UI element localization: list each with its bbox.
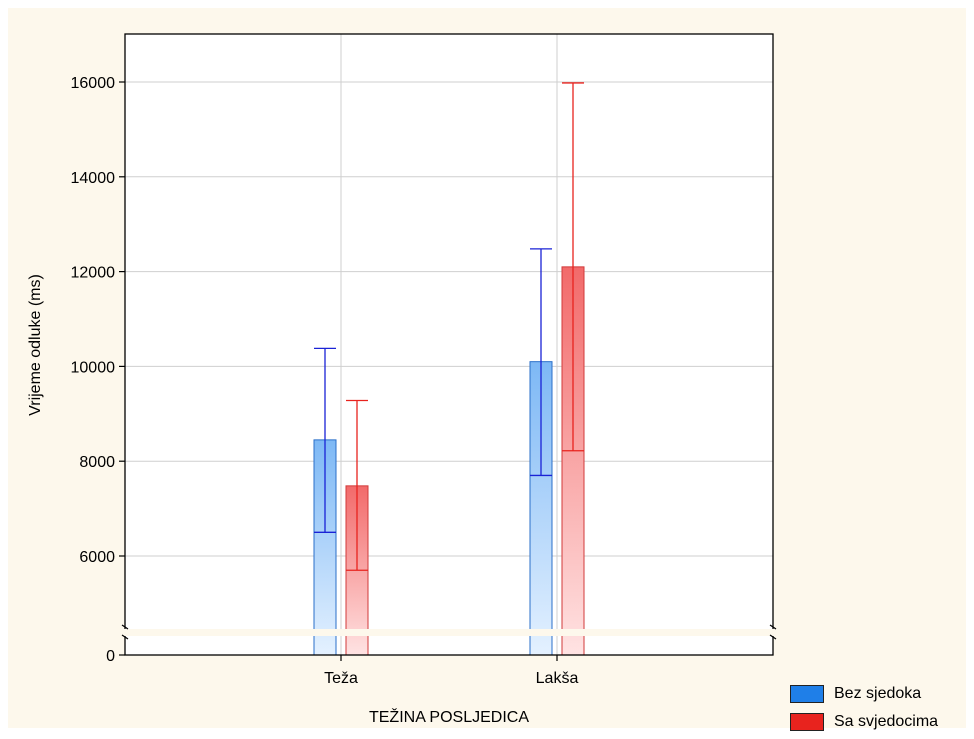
legend-item-bez-sjedoka: Bez sjedoka xyxy=(790,683,938,705)
axis-break xyxy=(117,624,781,640)
y-tick-label: 0 xyxy=(106,648,115,665)
y-tick-label: 12000 xyxy=(71,265,116,282)
plot-frame xyxy=(124,33,774,656)
y-axis-title: Vrijeme odluke (ms) xyxy=(27,274,44,416)
legend-label: Bez sjedoka xyxy=(834,685,922,702)
error-bars xyxy=(314,82,584,571)
axis-break-mark xyxy=(121,624,129,630)
axis-break-mark xyxy=(769,624,777,630)
grid-lines xyxy=(125,34,773,655)
legend-item-sa-svjedocima: Sa svjedocima xyxy=(790,711,938,733)
axis-break-band xyxy=(117,629,781,636)
y-tick-label: 14000 xyxy=(71,170,116,187)
x-tick-label: Teža xyxy=(324,670,358,687)
plot-area xyxy=(125,34,773,655)
axis-break-mark xyxy=(121,634,129,640)
x-tick-label: Lakša xyxy=(536,670,579,687)
y-tick-label: 16000 xyxy=(71,75,116,92)
x-axis-title: TEŽINA POSLJEDICA xyxy=(369,707,529,726)
y-tick-label: 6000 xyxy=(79,549,115,566)
y-tick-label: 8000 xyxy=(79,454,115,471)
legend-label: Sa svjedocima xyxy=(834,713,939,730)
x-ticks: Teža Lakša xyxy=(324,655,578,687)
legend-swatch-blue xyxy=(790,685,824,703)
y-ticks: 0 6000 8000 10000 12000 14000 16000 xyxy=(71,75,125,665)
y-tick-label: 10000 xyxy=(71,359,116,376)
legend: Bez sjedoka Sa svjedocima xyxy=(790,683,938,739)
legend-swatch-red xyxy=(790,713,824,731)
axis-break-mark xyxy=(769,634,777,640)
